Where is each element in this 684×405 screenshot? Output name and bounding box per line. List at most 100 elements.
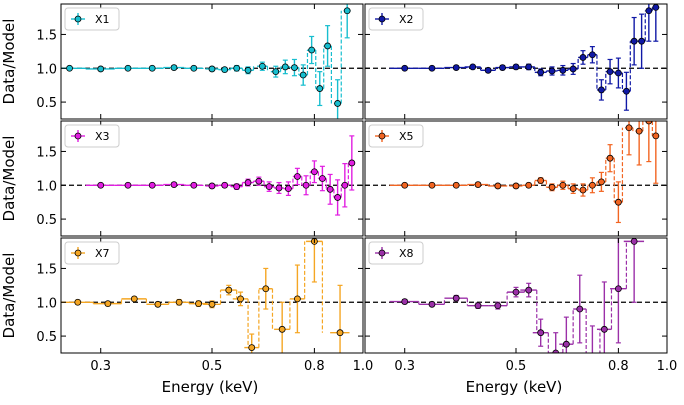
legend: X8 — [368, 241, 424, 265]
data-point — [284, 185, 292, 193]
data-point — [124, 181, 132, 189]
data-point — [319, 175, 326, 182]
data-point — [512, 182, 520, 190]
data-point — [579, 54, 587, 61]
legend-marker — [74, 249, 82, 257]
y-tick-label: 1.0 — [36, 296, 57, 311]
data-point — [195, 300, 202, 308]
x-tick-label: 1.0 — [657, 359, 678, 374]
data-point — [537, 68, 545, 76]
y-axis-label-row-2: Data/Model — [0, 136, 18, 222]
y-tick-label: 0.5 — [36, 330, 57, 345]
data-point — [494, 302, 502, 310]
legend-label: X1 — [95, 13, 110, 26]
data-point — [576, 305, 584, 313]
data-point — [598, 178, 605, 186]
data-point — [625, 124, 633, 132]
data-point — [74, 298, 82, 306]
data-point — [401, 181, 409, 189]
data-point — [310, 168, 318, 176]
y-tick-label: 0.5 — [36, 213, 57, 228]
data-point — [316, 85, 324, 92]
data-point — [233, 183, 241, 191]
data-point — [237, 295, 244, 303]
data-point — [606, 154, 614, 162]
data-point — [606, 68, 614, 76]
x-tick-label: 0.5 — [202, 359, 223, 374]
data-point — [600, 325, 608, 333]
data-point — [225, 286, 233, 294]
legend: X5 — [368, 124, 424, 148]
plot-area — [365, 4, 667, 111]
data-point — [208, 182, 216, 190]
data-point — [512, 63, 520, 71]
data-point — [208, 65, 216, 73]
legend-marker — [74, 132, 82, 140]
data-point — [614, 285, 622, 293]
data-point — [474, 302, 482, 310]
data-point — [645, 121, 653, 125]
data-point — [559, 66, 567, 74]
data-point — [579, 186, 587, 194]
data-point — [221, 181, 229, 189]
y-tick-label: 1.0 — [36, 179, 57, 194]
y-axis-label-row-3: Data/Model — [0, 253, 18, 339]
plot-area — [365, 238, 667, 353]
data-point — [221, 66, 229, 74]
data-point — [281, 63, 289, 71]
data-point — [175, 298, 183, 306]
data-point — [233, 64, 241, 72]
data-point — [97, 181, 105, 189]
data-point — [244, 66, 252, 74]
data-point — [299, 71, 307, 79]
data-point — [652, 4, 660, 11]
data-point — [452, 64, 460, 71]
data-point — [170, 181, 178, 188]
legend-marker — [378, 132, 386, 140]
panel-x1: 0.5 1.0 1.5 X1 — [36, 3, 364, 120]
x-tick-label: 0.3 — [90, 359, 111, 374]
legend-label: X8 — [399, 247, 414, 260]
legend: X3 — [64, 124, 120, 148]
data-point — [308, 46, 316, 54]
data-point — [588, 181, 596, 189]
data-point — [614, 198, 622, 206]
data-point — [630, 238, 638, 245]
data-point — [265, 183, 273, 191]
data-point — [262, 285, 270, 293]
data-point — [548, 183, 556, 191]
data-point — [559, 181, 567, 189]
data-point — [428, 181, 436, 189]
data-point — [614, 69, 622, 77]
data-point — [598, 86, 605, 94]
data-point — [324, 42, 331, 50]
data-point — [248, 344, 256, 351]
data-point — [645, 7, 653, 15]
legend-marker — [378, 249, 386, 257]
data-point — [452, 181, 460, 189]
panel-x3: 0.5 1.0 1.5 X3 — [36, 120, 364, 237]
data-point — [272, 68, 280, 76]
data-point — [537, 177, 545, 184]
data-point — [341, 181, 349, 189]
plot-area — [365, 121, 667, 224]
data-point — [569, 65, 577, 73]
data-point — [548, 67, 556, 75]
legend: X2 — [368, 7, 424, 31]
data-point — [652, 132, 660, 140]
data-point — [208, 300, 216, 308]
data-point — [562, 340, 570, 348]
data-point — [343, 7, 351, 15]
legend-marker — [74, 15, 82, 23]
data-point — [452, 294, 460, 302]
data-point — [294, 295, 301, 303]
data-point — [291, 64, 298, 71]
data-point — [258, 62, 266, 70]
data-point — [588, 51, 596, 59]
data-point — [190, 181, 198, 189]
data-point — [294, 173, 301, 180]
x-axis-label-left: Energy (keV) — [162, 378, 259, 396]
data-point — [334, 100, 342, 107]
data-point — [512, 288, 520, 296]
data-point — [148, 181, 156, 189]
